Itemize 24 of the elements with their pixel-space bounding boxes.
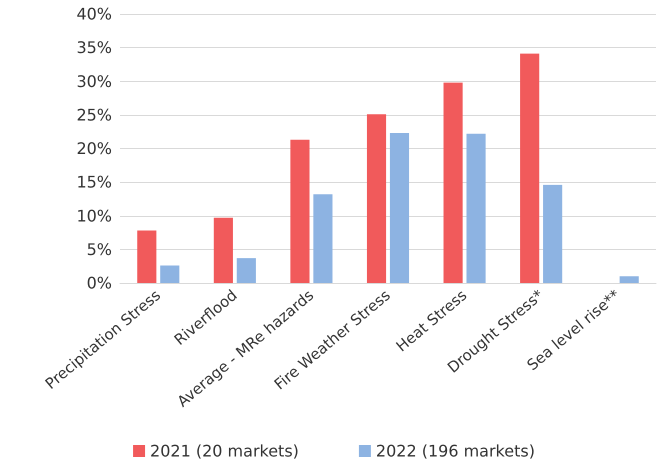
y-tick-label: 5%	[86, 240, 112, 259]
y-tick-label: 30%	[76, 72, 112, 91]
legend-label: 2021 (20 markets)	[150, 442, 299, 460]
bar	[214, 218, 233, 283]
bar	[543, 184, 562, 283]
y-tick-label: 25%	[76, 105, 112, 124]
y-tick-label: 40%	[76, 4, 112, 24]
bar	[390, 133, 410, 283]
bar	[137, 230, 156, 283]
bar	[466, 134, 486, 283]
y-tick-label: 35%	[76, 38, 112, 58]
bar	[520, 54, 540, 283]
y-tick-label: 20%	[76, 139, 112, 158]
legend-label: 2022 (196 markets)	[376, 442, 535, 460]
bar	[620, 276, 639, 283]
y-tick-label: 15%	[76, 172, 112, 192]
bar	[313, 194, 332, 283]
bar	[236, 258, 256, 283]
bar	[366, 114, 386, 283]
bar	[290, 140, 310, 283]
y-tick-label: 10%	[76, 206, 112, 226]
bar	[444, 82, 463, 283]
bar	[160, 266, 180, 283]
y-tick-label: 0%	[86, 274, 112, 292]
